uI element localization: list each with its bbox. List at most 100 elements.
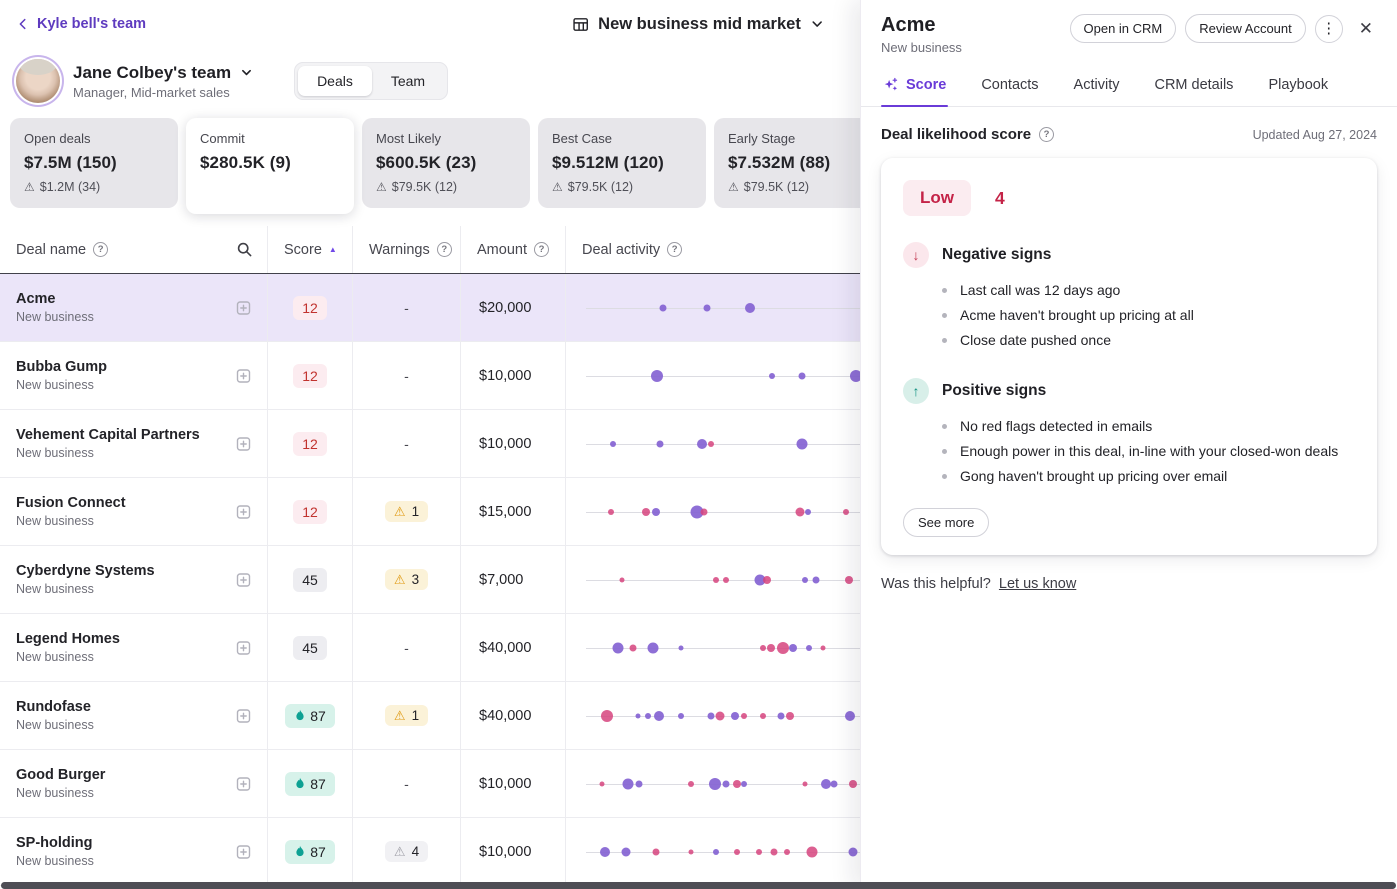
add-deal-icon[interactable] — [233, 705, 254, 726]
see-more-button[interactable]: See more — [903, 508, 990, 537]
deal-name-cell: Cyberdyne Systems New business — [0, 546, 267, 613]
deal-name: Rundofase — [16, 699, 91, 715]
view-switcher[interactable]: New business mid market — [572, 15, 824, 34]
table-row[interactable]: Rundofase New business 87 ⚠ 1 $40,000 — [0, 682, 860, 750]
activity-dot — [715, 711, 725, 720]
stat-card[interactable]: Open deals $7.5M (150) ⚠ $1.2M (34) — [10, 118, 178, 208]
warning-cell: ⚠ 4 — [352, 818, 460, 885]
table-row[interactable]: Legend Homes New business 45 - $40,000 — [0, 614, 860, 682]
add-deal-icon[interactable] — [233, 365, 254, 386]
deal-name-cell: Good Burger New business — [0, 750, 267, 817]
activity-dot — [707, 712, 715, 719]
table-row[interactable]: Bubba Gump New business 12 - $10,000 — [0, 342, 860, 410]
score-badge: 45 — [293, 567, 327, 592]
stat-card[interactable]: Most Likely $600.5K (23) ⚠ $79.5K (12) — [362, 118, 530, 208]
activity-dot — [784, 848, 791, 855]
back-to-team-link[interactable]: Kyle bell's team — [16, 16, 146, 32]
add-deal-icon[interactable] — [233, 637, 254, 658]
search-icon[interactable] — [236, 241, 253, 258]
add-deal-icon[interactable] — [233, 841, 254, 862]
tab-activity[interactable]: Activity — [1072, 67, 1122, 106]
column-header-score[interactable]: Score ▲ — [267, 226, 352, 273]
help-icon[interactable]: ? — [93, 242, 109, 257]
tab-contacts[interactable]: Contacts — [979, 67, 1040, 106]
list-item-text: Close date pushed once — [960, 331, 1111, 348]
column-header-deal-activity[interactable]: Deal activity ? — [565, 226, 860, 273]
let-us-know-link[interactable]: Let us know — [998, 576, 1077, 592]
add-deal-icon[interactable] — [233, 297, 254, 318]
column-header-warnings[interactable]: Warnings ? — [352, 226, 460, 273]
stat-card[interactable]: Best Case $9.512M (120) ⚠ $79.5K (12) — [538, 118, 706, 208]
activity-dot — [656, 440, 664, 447]
tab-playbook[interactable]: Playbook — [1266, 67, 1330, 106]
deal-name-cell: Bubba Gump New business — [0, 342, 267, 409]
panel-header: Acme New business Open in CRM Review Acc… — [861, 0, 1397, 55]
activity-spark — [586, 274, 860, 341]
add-deal-icon[interactable] — [233, 773, 254, 794]
add-deal-icon[interactable] — [233, 569, 254, 590]
activity-dot — [653, 710, 664, 721]
help-icon[interactable]: ? — [667, 242, 683, 257]
help-icon[interactable]: ? — [533, 242, 549, 257]
sort-ascending-icon[interactable]: ▲ — [328, 244, 337, 254]
column-header-deal-name[interactable]: Deal name ? — [0, 226, 267, 273]
warning-badge: ⚠ 1 — [384, 705, 429, 726]
table-row[interactable]: Fusion Connect New business 12 ⚠ 1 $15,0… — [0, 478, 860, 546]
add-deal-icon[interactable] — [233, 501, 254, 522]
add-deal-icon[interactable] — [233, 433, 254, 454]
flame-icon — [294, 777, 306, 790]
tab-team[interactable]: Team — [372, 66, 444, 96]
column-label: Score — [284, 241, 322, 258]
amount-cell: $10,000 — [460, 818, 565, 885]
horizontal-scrollbar[interactable] — [1, 882, 1396, 889]
tab-score[interactable]: Score — [881, 67, 949, 107]
tab-deals[interactable]: Deals — [298, 66, 372, 96]
activity-spark — [586, 614, 860, 681]
more-options-button[interactable]: ⋮ — [1314, 14, 1343, 43]
team-link-label: Kyle bell's team — [37, 16, 147, 32]
list-item: Acme haven't brought up pricing at all — [942, 302, 1355, 327]
table-row[interactable]: Vehement Capital Partners New business 1… — [0, 410, 860, 478]
table-row[interactable]: Acme New business 12 - $20,000 — [0, 274, 860, 342]
activity-dot — [700, 508, 708, 515]
deal-name-cell: Vehement Capital Partners New business — [0, 410, 267, 477]
avatar[interactable] — [16, 59, 60, 103]
score-cell: 87 — [267, 682, 352, 749]
deal-name: Vehement Capital Partners — [16, 427, 200, 443]
panel-actions: Open in CRM Review Account ⋮ ✕ — [1069, 14, 1378, 43]
activity-baseline — [586, 511, 860, 513]
activity-dot — [777, 712, 785, 719]
help-icon[interactable]: ? — [1039, 127, 1055, 142]
team-name-dropdown[interactable]: Jane Colbey's team — [73, 63, 253, 83]
open-in-crm-button[interactable]: Open in CRM — [1069, 14, 1177, 43]
help-icon[interactable]: ? — [436, 242, 452, 257]
activity-baseline — [586, 647, 860, 649]
team-name: Jane Colbey's team — [73, 62, 232, 82]
stat-card[interactable]: Commit $280.5K (9) — [186, 118, 354, 214]
activity-dot — [812, 576, 820, 583]
score-value: 12 — [302, 435, 318, 452]
negative-signs-list: Last call was 12 days ago Acme haven't b… — [942, 277, 1355, 352]
column-label: Warnings — [369, 241, 430, 258]
stat-card[interactable]: Early Stage $7.532M (88) ⚠ $79.5K (12) — [714, 118, 860, 208]
no-warning-dash: - — [404, 639, 409, 656]
amount-cell: $20,000 — [460, 274, 565, 341]
activity-dot — [798, 372, 806, 379]
review-account-button[interactable]: Review Account — [1185, 14, 1306, 43]
topbar: Kyle bell's team New business mid market — [0, 0, 860, 48]
score-value: 12 — [302, 299, 318, 316]
column-header-amount[interactable]: Amount ? — [460, 226, 565, 273]
close-icon[interactable]: ✕ — [1355, 17, 1377, 41]
tab-crm-details[interactable]: CRM details — [1152, 67, 1235, 106]
score-value: 45 — [302, 571, 318, 588]
table-row[interactable]: SP-holding New business 87 ⚠ 4 $10,000 — [0, 818, 860, 886]
activity-dot — [796, 438, 808, 449]
activity-dot — [688, 849, 694, 854]
panel-title: Acme — [881, 14, 936, 36]
main-area: Kyle bell's team New business mid market… — [0, 0, 860, 886]
activity-dot — [619, 577, 625, 582]
activity-dot — [731, 711, 740, 720]
table-row[interactable]: Good Burger New business 87 - $10,000 — [0, 750, 860, 818]
score-badge: 12 — [293, 295, 327, 320]
table-row[interactable]: Cyberdyne Systems New business 45 ⚠ 3 $7… — [0, 546, 860, 614]
